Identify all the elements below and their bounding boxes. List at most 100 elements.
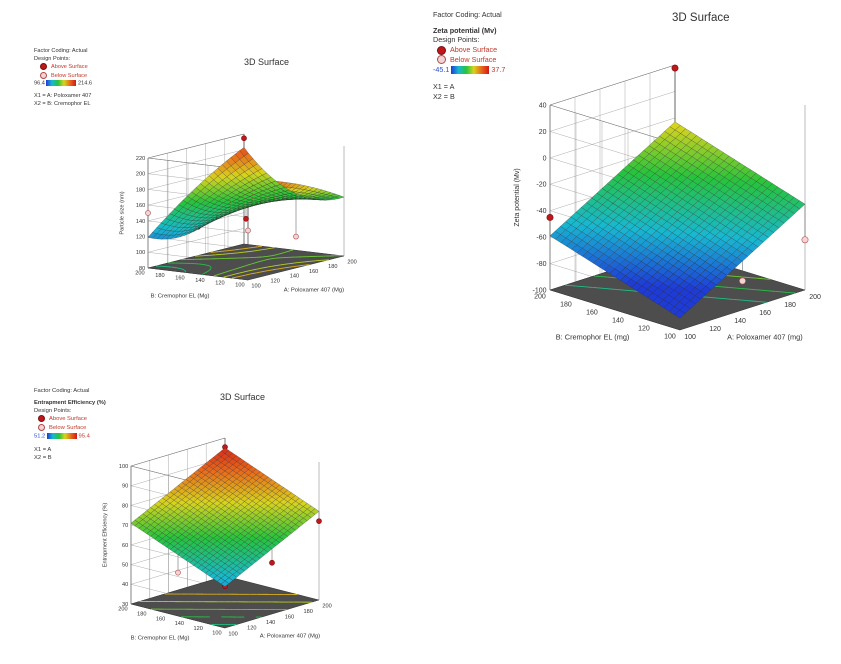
contour-segment: [585, 286, 593, 288]
contour-segment: [278, 252, 282, 255]
z-gridline: [549, 64, 681, 146]
contour-segment: [183, 269, 186, 272]
design-points-label: Design Points:: [34, 407, 72, 414]
x-tick-label: 200: [322, 603, 331, 609]
contour-segment: [252, 272, 257, 274]
contour-segment: [733, 299, 740, 301]
x-tick-label: 100: [684, 334, 696, 341]
contour-segment: [264, 270, 269, 272]
contour-segment: [216, 273, 220, 276]
contour-segment: [223, 275, 227, 278]
z-axis-label: Entrapment Efficiency (%): [102, 503, 108, 568]
legend-particle-size: Factor Coding: Actual Design Points: Abo…: [34, 48, 92, 108]
design-point-above: [546, 214, 554, 221]
x-tick-label: 200: [347, 259, 356, 265]
response-name-label: Entrapment Efficiency (%): [34, 399, 106, 406]
contour-segment: [605, 288, 613, 290]
range-max-label: 214.6: [78, 80, 93, 87]
below-surface-marker-icon: [38, 424, 45, 432]
range-min-label: -45.1: [433, 64, 450, 74]
z-tick-label: 40: [539, 102, 547, 109]
contour-segment: [746, 300, 754, 302]
design-point-below: [245, 227, 251, 234]
contour-segment: [242, 271, 247, 273]
contour-segment: [257, 245, 262, 248]
x-axis-label: A: Poloxamer 407 (Mg): [284, 288, 344, 294]
x-tick-label: 120: [271, 278, 280, 284]
contour-segment: [266, 247, 271, 250]
contour-segment: [263, 259, 267, 261]
x-axis-label: A: Poloxamer 407 (mg): [727, 332, 803, 341]
contour-segment: [763, 278, 771, 280]
axes: 1001201401601802001001201401601802003040…: [102, 464, 331, 642]
surface-plot-zeta-potential: 100120140160180200100120140160180200-100…: [514, 64, 821, 341]
range-max-label: 37.7: [491, 64, 506, 74]
contour-segment: [207, 270, 210, 272]
contour-segment: [229, 269, 233, 272]
x2-factor-label: X2 = B: [433, 92, 455, 102]
range-min-label: 96.4: [34, 80, 45, 87]
design-point-above: [671, 64, 679, 72]
contour-segment: [232, 273, 237, 276]
legend-entrapment-efficiency: Factor Coding: Actual Entrapment Efficie…: [34, 388, 106, 463]
contour-segment: [712, 297, 720, 299]
z-tick-label: 80: [139, 266, 145, 272]
contour-segment: [227, 270, 231, 273]
design-point-below: [145, 210, 151, 216]
below-surface-label: Below Surface: [450, 54, 497, 64]
contour-segment: [201, 273, 204, 275]
x-tick-label: 100: [228, 631, 237, 637]
below-surface-label: Below Surface: [49, 425, 87, 432]
contour-segment: [287, 250, 291, 253]
surface-plot-entrapment-efficiency: 1001201401601802001001201401601802003040…: [102, 437, 332, 642]
z-tick-label: 20: [539, 129, 547, 136]
y-tick-label: 140: [612, 317, 624, 324]
contour-segment: [235, 276, 239, 278]
y-tick-label: 200: [534, 293, 546, 300]
surface-plot-particle-size: 1001201401601802001001201401601802008010…: [119, 133, 357, 300]
contour-segment: [246, 264, 250, 267]
contour-segment: [260, 267, 265, 269]
design-point-above: [241, 135, 247, 142]
y-tick-label: 140: [195, 278, 204, 284]
axes: 1001201401601802001001201401601802008010…: [119, 156, 356, 300]
contour-segment: [276, 264, 281, 267]
contour-segment: [251, 262, 255, 265]
contour-segment: [260, 260, 264, 262]
contour-segment: [257, 267, 261, 270]
contour-segment: [289, 266, 294, 268]
above-surface-marker-icon: [38, 415, 45, 423]
contour-segment: [239, 271, 243, 274]
below-surface-marker-icon: [40, 71, 47, 79]
z-tick-label: -80: [536, 261, 546, 268]
contour-segment: [249, 273, 254, 275]
design-point-below: [293, 233, 299, 240]
contour-segment: [245, 273, 250, 276]
color-scale-bar: [46, 433, 77, 440]
contour-segment: [233, 252, 239, 254]
z-tick-label: 0: [543, 155, 547, 162]
design-points-label: Design Points:: [34, 55, 71, 62]
z-tick-label: 60: [122, 543, 128, 549]
y-axis-label: B: Cremophor EL (Mg): [131, 636, 190, 642]
axes: 100120140160180200100120140160180200-100…: [514, 102, 821, 341]
above-surface-label: Above Surface: [49, 416, 88, 423]
y-axis-label: B: Cremophor EL (mg): [556, 332, 630, 341]
contour-segment: [237, 266, 241, 269]
z-tick-label: 40: [122, 582, 128, 588]
y-tick-label: 160: [175, 276, 184, 282]
contour-segment: [271, 265, 277, 267]
x-tick-label: 100: [251, 283, 260, 289]
contour-segment: [252, 268, 257, 271]
contour-segment: [238, 275, 243, 277]
contour-segment: [248, 250, 254, 253]
above-surface-marker-icon: [437, 45, 446, 55]
x1-factor-label: X1 = A: Poloxamer 407: [34, 93, 92, 100]
x-tick-label: 140: [734, 318, 746, 325]
contour-segment: [232, 276, 236, 279]
chart-title: 3D Surface: [244, 57, 290, 67]
y-tick-label: 180: [137, 612, 146, 618]
design-point-below: [801, 236, 809, 244]
design-point-below: [739, 277, 746, 285]
y-tick-label: 200: [118, 607, 127, 613]
